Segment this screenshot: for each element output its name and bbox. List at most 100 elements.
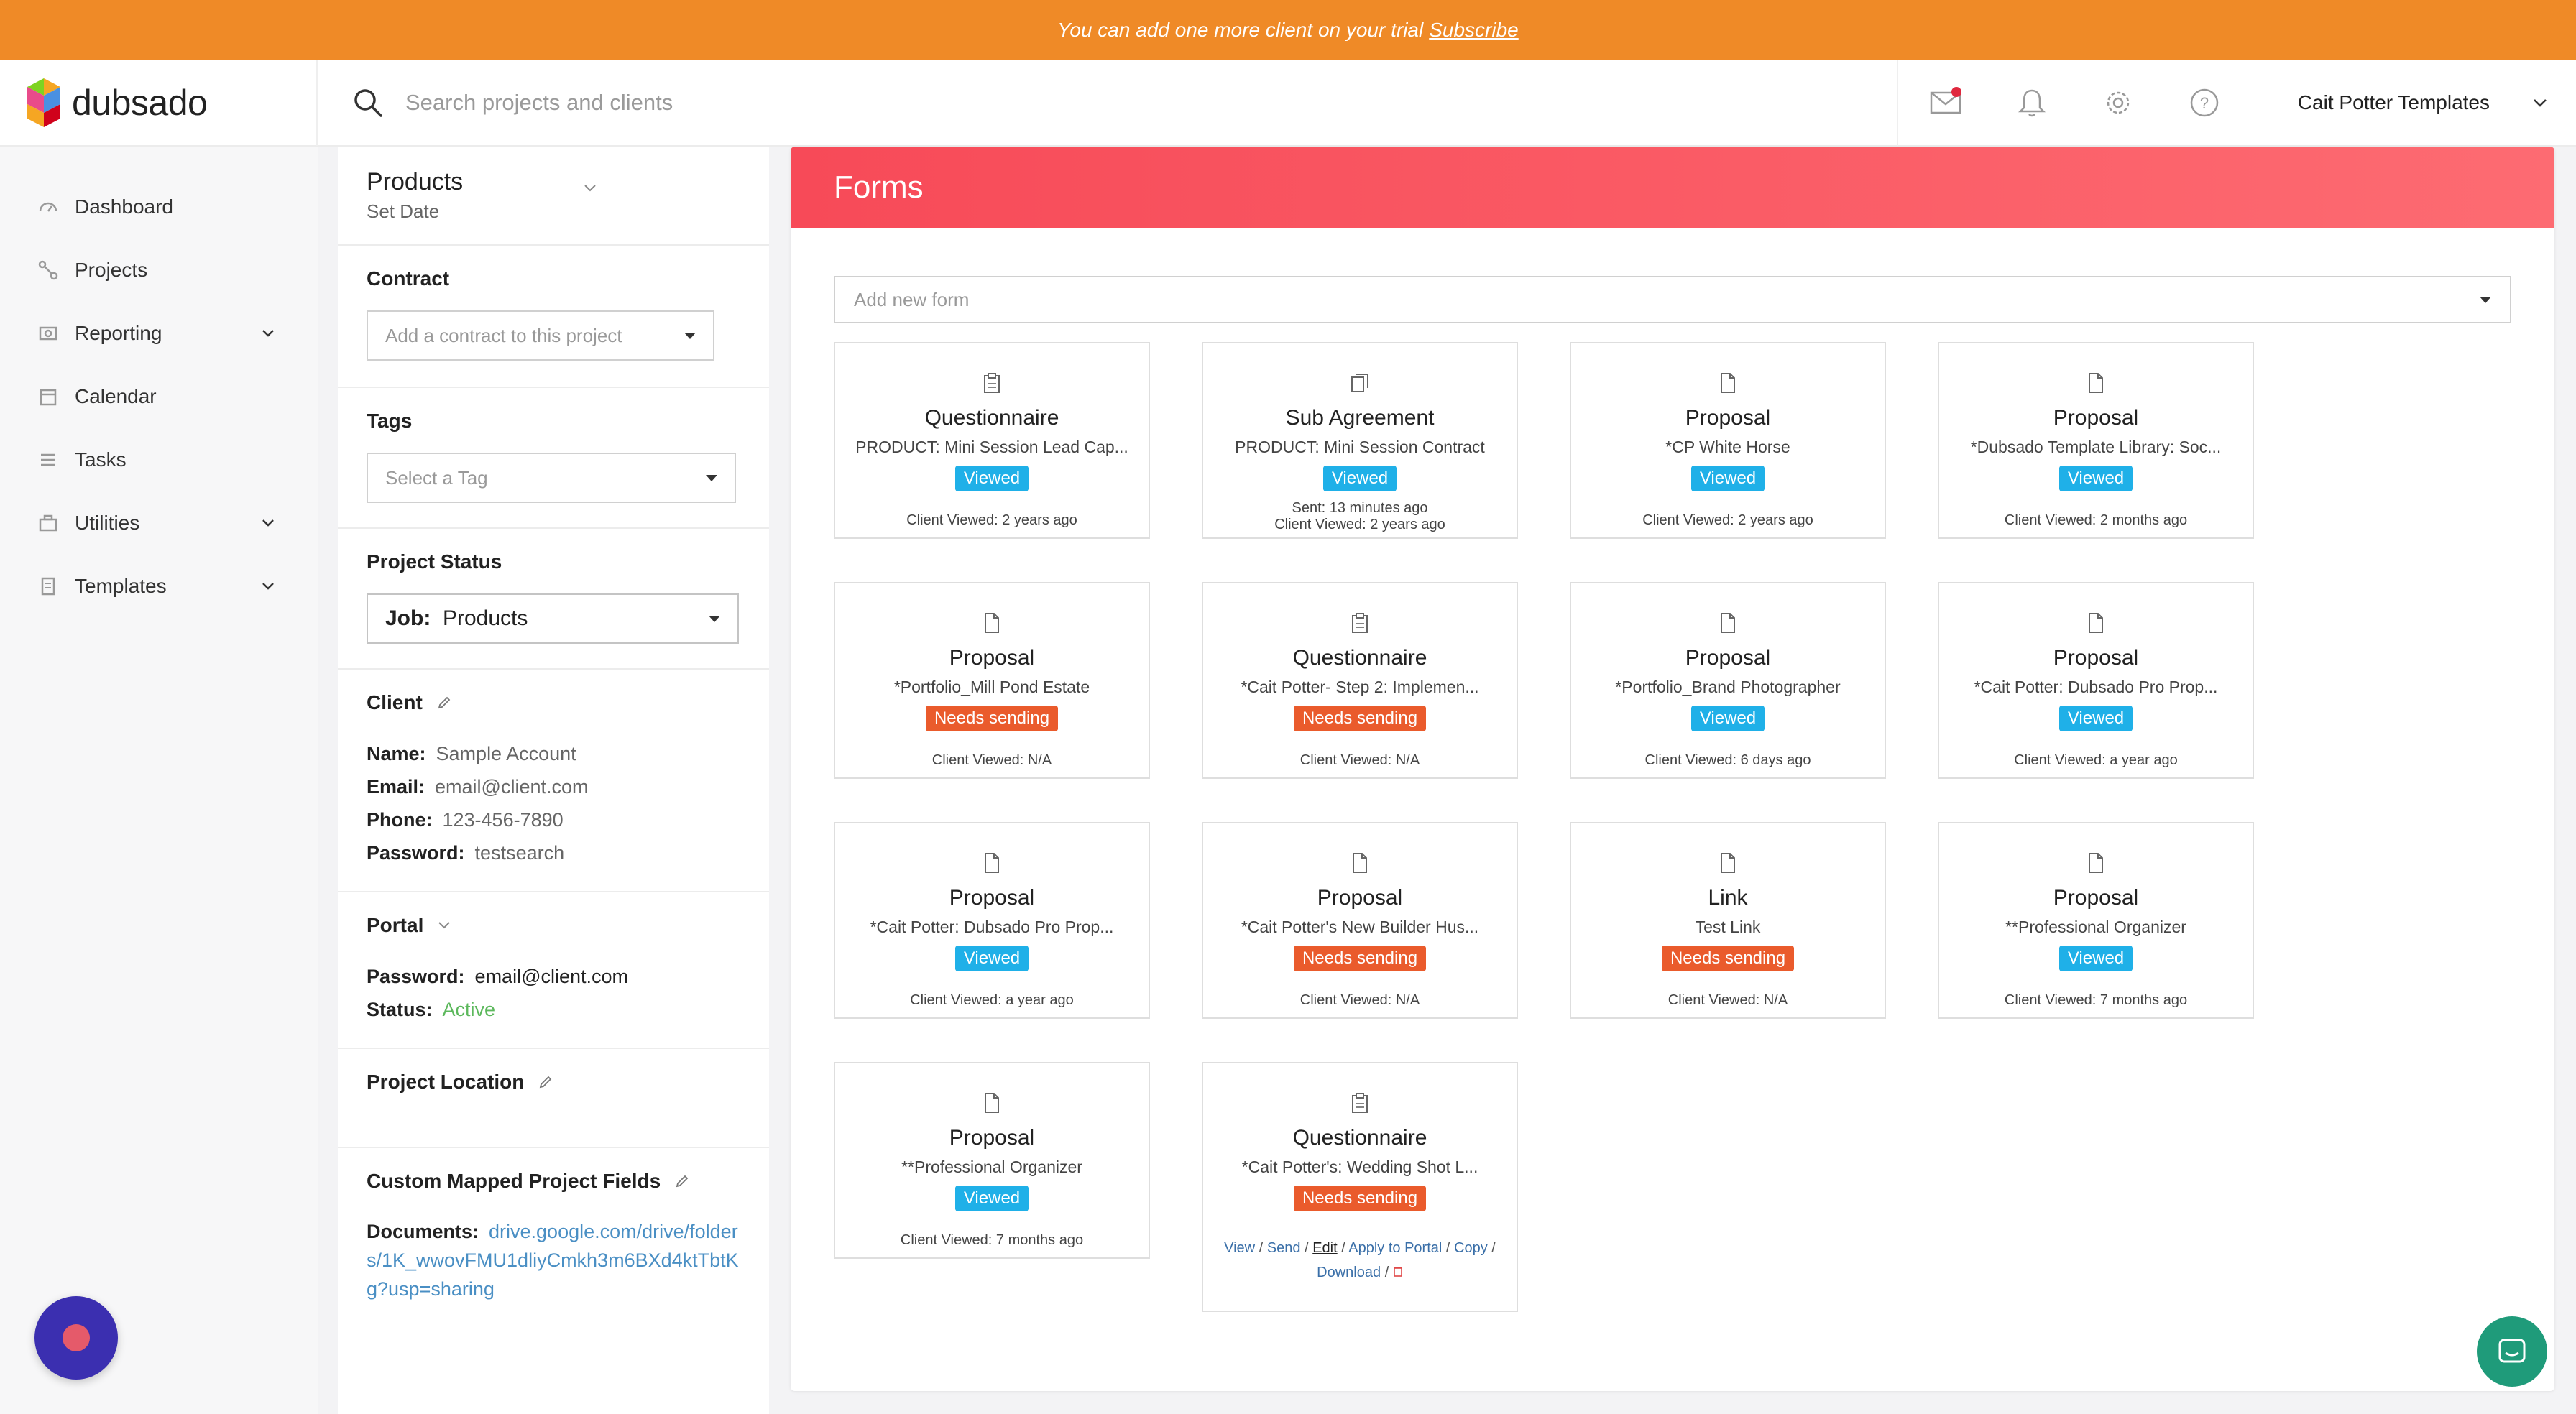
status-badge: Viewed	[954, 466, 1029, 491]
form-type: Questionnaire	[924, 406, 1059, 430]
project-status-select[interactable]: Job: Products	[367, 593, 739, 644]
nav-label: Projects	[75, 259, 148, 281]
pencil-icon[interactable]	[437, 696, 451, 710]
client-viewed: Client Viewed: 7 months ago	[2004, 992, 2188, 1008]
svg-text:?: ?	[2200, 94, 2209, 112]
nav-item-utilities[interactable]: Utilities	[0, 491, 318, 555]
form-card[interactable]: Proposal **Professional Organizer Viewed Cl…	[1938, 822, 2254, 1019]
form-type: Proposal	[2053, 886, 2139, 910]
dubsado-logo-icon	[27, 78, 60, 127]
view-link[interactable]: View	[1224, 1240, 1256, 1256]
form-card[interactable]: Proposal *Cait Potter's New Builder Hus..…	[1202, 822, 1518, 1019]
portal-password-row: Password: email@client.com	[367, 966, 629, 987]
contract-select[interactable]: Add a contract to this project	[367, 310, 714, 361]
client-viewed: Client Viewed: 2 years ago	[1274, 517, 1445, 532]
form-card[interactable]: Link Test Link Needs sending Client Viewed:…	[1570, 822, 1886, 1019]
messages-button[interactable]	[1924, 81, 1967, 124]
edit-link[interactable]: Edit	[1312, 1240, 1338, 1256]
apply-to-portal-link[interactable]: Apply to Portal	[1348, 1240, 1443, 1256]
chevron-down-icon	[2534, 99, 2547, 107]
download-link[interactable]: Download	[1317, 1265, 1381, 1280]
pencil-icon[interactable]	[538, 1075, 553, 1089]
documents-link[interactable]: drive.google.com/drive/folders/1K_wwovFM…	[367, 1221, 739, 1300]
form-card[interactable]: Proposal *Portfolio_Mill Pond Estate Needs…	[834, 582, 1150, 779]
form-card[interactable]: Proposal *Cait Potter: Dubsado Pro Prop..…	[834, 822, 1150, 1019]
gear-icon	[2107, 91, 2130, 114]
status-badge: Viewed	[954, 946, 1029, 971]
form-card[interactable]: Proposal *CP White Horse Viewed Client View…	[1570, 342, 1886, 539]
chevron-down-icon[interactable]	[584, 184, 597, 193]
send-link[interactable]: Send	[1266, 1240, 1301, 1256]
form-type: Proposal	[949, 646, 1035, 670]
form-name: *Cait Potter's New Builder Hus...	[1241, 918, 1479, 936]
form-name: PRODUCT: Mini Session Lead Cap...	[855, 438, 1128, 456]
nav-item-dashboard[interactable]: Dashboard	[0, 175, 318, 239]
contract-section: Contract Add a contract to this project	[338, 246, 769, 388]
client-viewed: Client Viewed: 6 days ago	[1644, 752, 1811, 768]
chevron-down-icon[interactable]	[262, 582, 275, 591]
search-icon[interactable]	[352, 87, 384, 119]
form-card[interactable]: Questionnaire *Cait Potter's: Wedding Sho…	[1202, 1062, 1518, 1312]
client-title: Client	[367, 691, 740, 714]
form-card[interactable]: Proposal *Dubsado Template Library: Soc..…	[1938, 342, 2254, 539]
portal-title[interactable]: Portal	[367, 914, 740, 937]
project-status-section: Project Status Job: Products	[338, 529, 769, 670]
help-button[interactable]: ?	[2183, 81, 2226, 124]
left-navigation: Dashboard Projects Reporting Calendar Ta…	[0, 147, 318, 1414]
nav-item-tasks[interactable]: Tasks	[0, 428, 318, 491]
search-bar	[318, 60, 1897, 146]
nav-label: Templates	[75, 575, 167, 597]
recording-button[interactable]	[34, 1296, 118, 1380]
templates-icon	[37, 576, 59, 597]
caret-down-icon	[706, 474, 717, 481]
status-badge: Needs sending	[1661, 946, 1795, 971]
nav-item-reporting[interactable]: Reporting	[0, 302, 318, 365]
form-card[interactable]: Proposal *Portfolio_Brand Photographer Vie…	[1570, 582, 1886, 779]
nav-item-calendar[interactable]: Calendar	[0, 365, 318, 428]
status-badge: Viewed	[1690, 706, 1765, 731]
notifications-button[interactable]	[2010, 81, 2053, 124]
logo[interactable]: dubsado	[0, 60, 318, 146]
form-name: **Professional Organizer	[901, 1157, 1082, 1176]
form-name: *Portfolio_Brand Photographer	[1615, 678, 1841, 696]
client-name-row: Name: Sample Account	[367, 743, 576, 764]
copy-link[interactable]: Copy	[1454, 1240, 1488, 1256]
pencil-icon[interactable]	[675, 1174, 689, 1188]
logo-text: dubsado	[72, 83, 208, 123]
tag-select[interactable]: Select a Tag	[367, 453, 736, 503]
project-status-value: Job: Products	[385, 606, 528, 631]
status-prefix: Job:	[385, 606, 431, 630]
project-date[interactable]: Set Date	[367, 200, 440, 222]
form-name: Test Link	[1695, 918, 1761, 936]
add-new-form-select[interactable]: Add new form	[834, 276, 2511, 323]
support-chat-button[interactable]	[2477, 1316, 2547, 1387]
trial-banner-text: You can add one more client on your tria…	[1057, 19, 1424, 41]
clipboard-icon	[1351, 612, 1369, 637]
project-title: Products	[367, 168, 464, 195]
form-card[interactable]: Questionnaire *Cait Potter- Step 2: Imple…	[1202, 582, 1518, 779]
document-icon	[1719, 612, 1736, 637]
subscribe-link[interactable]: Subscribe	[1429, 19, 1519, 41]
form-name: *CP White Horse	[1665, 438, 1790, 456]
nav-label: Calendar	[75, 385, 157, 407]
form-card[interactable]: Questionnaire PRODUCT: Mini Session Lead …	[834, 342, 1150, 539]
custom-fields-label: Custom Mapped Project Fields	[367, 1170, 661, 1192]
form-card[interactable]: Proposal **Professional Organizer Viewed Cl…	[834, 1062, 1150, 1259]
client-viewed: Client Viewed: 2 years ago	[906, 512, 1077, 528]
form-card[interactable]: Proposal *Cait Potter: Dubsado Pro Prop..…	[1938, 582, 2254, 779]
status-badge: Viewed	[1690, 466, 1765, 491]
nav-item-templates[interactable]: Templates	[0, 555, 318, 618]
chevron-down-icon[interactable]	[262, 329, 275, 338]
status-badge: Needs sending	[1293, 946, 1427, 971]
chevron-down-icon[interactable]	[262, 519, 275, 527]
search-input[interactable]	[405, 90, 1412, 116]
form-card[interactable]: Sub Agreement PRODUCT: Mini Session Contr…	[1202, 342, 1518, 539]
nav-item-projects[interactable]: Projects	[0, 239, 318, 302]
status-badge: Needs sending	[1293, 1186, 1427, 1211]
account-menu[interactable]: Cait Potter Templates	[2298, 91, 2547, 114]
record-dot-icon	[63, 1324, 90, 1351]
status-badge: Needs sending	[1293, 706, 1427, 731]
settings-button[interactable]	[2097, 81, 2140, 124]
client-viewed: Client Viewed: N/A	[1300, 992, 1420, 1008]
trash-icon[interactable]	[1393, 1265, 1403, 1280]
